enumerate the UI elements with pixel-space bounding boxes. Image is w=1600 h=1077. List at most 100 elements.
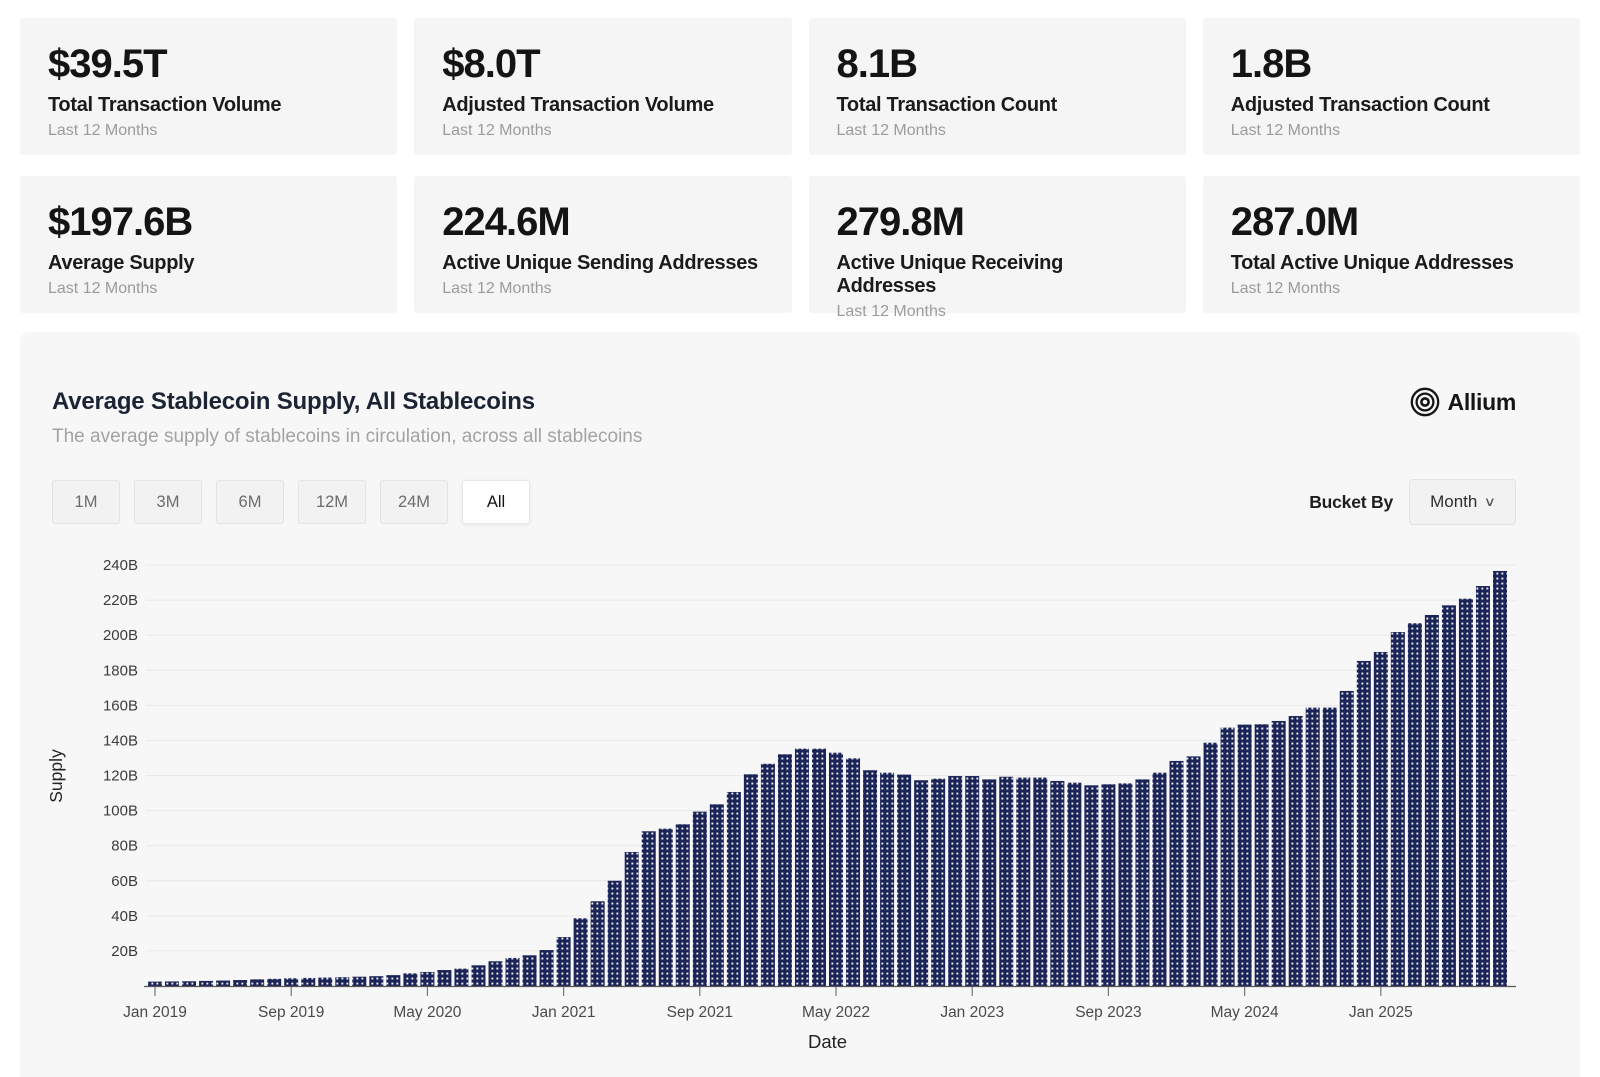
bar-aug-2023[interactable] xyxy=(1084,785,1099,986)
bar-sep-2020[interactable] xyxy=(488,961,503,986)
range-button-1m[interactable]: 1M xyxy=(52,480,120,524)
bar-sep-2024[interactable] xyxy=(1305,707,1320,986)
chart-controls: 1M 3M 6M 12M 24M All Bucket By Month ∨ xyxy=(20,479,1580,525)
bar-nov-2022[interactable] xyxy=(931,778,946,986)
bar-apr-2020[interactable] xyxy=(403,973,418,986)
range-button-3m[interactable]: 3M xyxy=(134,480,202,524)
bar-nov-2024[interactable] xyxy=(1339,690,1354,986)
bar-jun-2020[interactable] xyxy=(437,970,452,986)
range-button-24m[interactable]: 24M xyxy=(380,480,448,524)
bar-aug-2021[interactable] xyxy=(675,824,690,986)
bar-may-2023[interactable] xyxy=(1033,777,1048,986)
range-button-12m[interactable]: 12M xyxy=(298,480,366,524)
y-axis-tick-label: 200B xyxy=(103,627,138,644)
bar-oct-2020[interactable] xyxy=(505,957,520,986)
bar-oct-2019[interactable] xyxy=(301,977,316,986)
bar-feb-2023[interactable] xyxy=(982,779,997,986)
bar-nov-2023[interactable] xyxy=(1135,779,1150,986)
bar-jan-2019[interactable] xyxy=(148,981,162,986)
bar-jan-2021[interactable] xyxy=(556,937,571,986)
bar-dec-2021[interactable] xyxy=(743,774,758,986)
bucket-by-dropdown[interactable]: Month ∨ xyxy=(1409,479,1516,525)
bar-apr-2024[interactable] xyxy=(1220,727,1235,986)
stat-value: $8.0T xyxy=(442,42,540,86)
bar-jan-2020[interactable] xyxy=(352,976,367,986)
bar-aug-2025[interactable] xyxy=(1493,570,1507,986)
bar-mar-2019[interactable] xyxy=(182,981,197,986)
bar-oct-2024[interactable] xyxy=(1322,707,1337,986)
x-axis-tick-label: Jan 2021 xyxy=(532,1004,596,1021)
stat-value: 1.8B xyxy=(1230,42,1313,86)
bar-dec-2023[interactable] xyxy=(1152,772,1167,986)
supply-bar-chart[interactable]: 20B 40B 60B 80B 100B 120B 140B 160B 180B 200B 220B… xyxy=(20,531,1580,1056)
bar-jul-2019[interactable] xyxy=(250,979,265,986)
bar-jul-2025[interactable] xyxy=(1475,586,1490,986)
bar-feb-2019[interactable] xyxy=(165,981,180,986)
stat-period: Last 12 Months xyxy=(1230,122,1341,139)
bar-jul-2023[interactable] xyxy=(1067,782,1082,986)
bar-feb-2025[interactable] xyxy=(1390,632,1405,986)
bar-jun-2023[interactable] xyxy=(1050,780,1065,986)
bar-jun-2019[interactable] xyxy=(233,980,248,986)
bar-feb-2024[interactable] xyxy=(1186,756,1201,986)
bar-sep-2023[interactable] xyxy=(1101,784,1116,986)
bar-nov-2021[interactable] xyxy=(726,791,741,986)
bar-jun-2025[interactable] xyxy=(1458,598,1473,986)
bar-aug-2024[interactable] xyxy=(1288,716,1303,986)
bar-may-2022[interactable] xyxy=(829,752,844,986)
bar-apr-2021[interactable] xyxy=(607,880,622,986)
bar-feb-2020[interactable] xyxy=(369,976,384,986)
bar-jul-2024[interactable] xyxy=(1271,720,1286,986)
bar-may-2020[interactable] xyxy=(420,971,435,986)
bar-mar-2020[interactable] xyxy=(386,975,401,986)
bar-nov-2019[interactable] xyxy=(318,977,333,986)
bar-feb-2021[interactable] xyxy=(573,918,588,986)
bar-may-2019[interactable] xyxy=(216,980,231,986)
bar-jan-2022[interactable] xyxy=(760,763,775,986)
bar-apr-2022[interactable] xyxy=(811,748,826,986)
bar-sep-2021[interactable] xyxy=(692,811,707,986)
bar-mar-2024[interactable] xyxy=(1203,742,1218,986)
bar-jul-2021[interactable] xyxy=(658,828,673,986)
bar-mar-2021[interactable] xyxy=(590,901,605,986)
bar-apr-2025[interactable] xyxy=(1424,614,1439,986)
range-button-6m[interactable]: 6M xyxy=(216,480,284,524)
bar-may-2025[interactable] xyxy=(1441,605,1456,986)
bar-oct-2023[interactable] xyxy=(1118,783,1133,986)
bar-sep-2022[interactable] xyxy=(897,774,912,986)
stat-card-average-supply: $197.6B Average Supply Last 12 Months xyxy=(20,176,398,313)
bar-jan-2025[interactable] xyxy=(1373,652,1388,986)
y-axis-tick-label: 120B xyxy=(103,768,138,785)
bar-aug-2020[interactable] xyxy=(471,965,486,986)
bar-jun-2021[interactable] xyxy=(641,831,656,986)
bar-sep-2019[interactable] xyxy=(284,978,299,986)
stat-period: Last 12 Months xyxy=(1230,280,1341,297)
bar-mar-2022[interactable] xyxy=(794,748,809,986)
bar-dec-2019[interactable] xyxy=(335,977,350,986)
bar-nov-2020[interactable] xyxy=(522,955,537,986)
bar-jan-2024[interactable] xyxy=(1169,760,1184,986)
bar-jan-2023[interactable] xyxy=(965,776,980,986)
bar-dec-2022[interactable] xyxy=(948,776,963,986)
bar-feb-2022[interactable] xyxy=(777,754,792,986)
bar-aug-2019[interactable] xyxy=(267,978,282,986)
bar-mar-2023[interactable] xyxy=(999,776,1014,986)
bar-jun-2022[interactable] xyxy=(846,758,861,986)
bar-may-2024[interactable] xyxy=(1237,724,1252,986)
bar-mar-2025[interactable] xyxy=(1407,623,1422,986)
bar-aug-2022[interactable] xyxy=(880,772,895,986)
bar-apr-2023[interactable] xyxy=(1016,777,1031,986)
stat-card-total-transaction-volume: $39.5T Total Transaction Volume Last 12 … xyxy=(20,18,398,155)
y-axis-tick-label: 100B xyxy=(103,803,138,820)
bar-apr-2019[interactable] xyxy=(199,980,214,986)
bar-jul-2022[interactable] xyxy=(863,770,878,986)
y-axis-tick-label: 20B xyxy=(111,943,138,960)
bar-oct-2022[interactable] xyxy=(914,780,929,986)
bar-jun-2024[interactable] xyxy=(1254,724,1269,986)
bar-jul-2020[interactable] xyxy=(454,968,469,986)
bar-dec-2020[interactable] xyxy=(539,950,554,986)
range-button-all[interactable]: All xyxy=(462,480,530,524)
bar-dec-2024[interactable] xyxy=(1356,660,1371,986)
bar-may-2021[interactable] xyxy=(624,851,639,986)
bar-oct-2021[interactable] xyxy=(709,804,724,986)
